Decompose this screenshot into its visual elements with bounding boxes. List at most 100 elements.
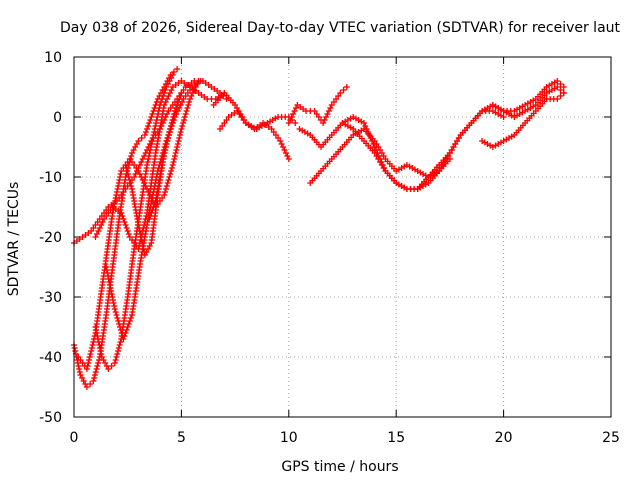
- data-point: [83, 366, 90, 372]
- x-tick-label: 20: [495, 430, 513, 446]
- data-point: [146, 216, 153, 222]
- data-point: [178, 90, 185, 96]
- y-tick-label: -50: [39, 410, 62, 426]
- x-tick-labels: 0 5 10 15 20 25: [70, 430, 620, 446]
- data-point: [92, 369, 99, 375]
- x-tick-label: 10: [280, 430, 298, 446]
- data-point: [560, 90, 567, 96]
- data-point: [170, 114, 177, 120]
- data-point: [183, 108, 190, 114]
- data-point: [120, 336, 127, 342]
- data-point: [560, 84, 567, 90]
- data-point: [111, 360, 118, 366]
- data-point: [105, 366, 112, 372]
- data-point: [166, 129, 173, 135]
- data-point: [115, 348, 122, 354]
- data-point: [141, 132, 148, 138]
- data-point: [166, 174, 173, 180]
- y-tick-labels: -50 -40 -30 -20 -10 0 10: [39, 50, 62, 426]
- data-point: [186, 99, 193, 105]
- data-point: [125, 231, 132, 237]
- data-series: [92, 72, 176, 372]
- data-point: [378, 159, 385, 165]
- data-point: [122, 222, 129, 228]
- data-point: [174, 102, 181, 108]
- data-point: [145, 123, 152, 129]
- y-tick-label: 10: [44, 50, 62, 66]
- data-point: [83, 384, 90, 390]
- data-point: [160, 93, 167, 99]
- data-point: [379, 162, 386, 168]
- data-point: [135, 138, 142, 144]
- data-point: [175, 138, 182, 144]
- data-point: [149, 207, 156, 213]
- data-point: [124, 228, 131, 234]
- data-point: [111, 306, 118, 312]
- data-point: [165, 177, 172, 183]
- data-point: [168, 168, 175, 174]
- data-point: [343, 84, 350, 90]
- data-point: [120, 216, 127, 222]
- data-point: [128, 183, 135, 189]
- data-point: [173, 105, 180, 111]
- data-point: [362, 123, 369, 129]
- data-point: [112, 357, 119, 363]
- data-point: [177, 93, 184, 99]
- data-point: [127, 180, 134, 186]
- data-point: [85, 360, 92, 366]
- data-point: [375, 153, 382, 159]
- data-point: [181, 114, 188, 120]
- data-point: [113, 312, 120, 318]
- data-series: [92, 78, 228, 252]
- data-point: [138, 135, 145, 141]
- data-point: [115, 345, 122, 351]
- data-point: [168, 120, 175, 126]
- data-point: [197, 78, 204, 84]
- data-point: [108, 363, 115, 369]
- data-point: [148, 210, 155, 216]
- data-point: [148, 114, 155, 120]
- data-point: [170, 69, 177, 75]
- chart-title: Day 038 of 2026, Sidereal Day-to-day VTE…: [60, 20, 621, 36]
- y-tick-label: -20: [39, 230, 62, 246]
- data-point: [175, 99, 182, 105]
- data-point: [557, 87, 564, 93]
- data-point: [150, 204, 157, 210]
- data-point: [127, 315, 134, 321]
- data-point: [90, 378, 97, 384]
- data-point: [161, 90, 168, 96]
- data-point: [163, 183, 170, 189]
- data-point: [114, 351, 121, 357]
- data-point: [177, 129, 184, 135]
- data-point: [157, 99, 164, 105]
- data-point: [89, 342, 96, 348]
- data-point: [124, 324, 131, 330]
- x-tick-label: 15: [387, 430, 405, 446]
- data-point: [91, 372, 98, 378]
- y-axis-label: SDTVAR / TECUs: [6, 182, 22, 297]
- data-point: [94, 363, 101, 369]
- y-tick-label: -30: [39, 290, 62, 306]
- data-point: [337, 90, 344, 96]
- data-point: [115, 318, 122, 324]
- data-point: [124, 168, 131, 174]
- data-point: [121, 219, 128, 225]
- data-point: [146, 120, 153, 126]
- data-point: [185, 102, 192, 108]
- data-point: [93, 366, 100, 372]
- data-point: [123, 165, 130, 171]
- data-point: [180, 117, 187, 123]
- data-point: [370, 141, 377, 147]
- data-point: [169, 72, 176, 78]
- data-point: [170, 159, 177, 165]
- x-axis-label: GPS time / hours: [281, 459, 398, 475]
- data-series: [75, 78, 202, 372]
- data-point: [366, 132, 373, 138]
- data-series: [489, 84, 567, 120]
- data-point: [86, 354, 93, 360]
- data-point: [159, 96, 166, 102]
- data-point: [150, 108, 157, 114]
- data-point: [184, 105, 191, 111]
- data-point: [554, 78, 561, 84]
